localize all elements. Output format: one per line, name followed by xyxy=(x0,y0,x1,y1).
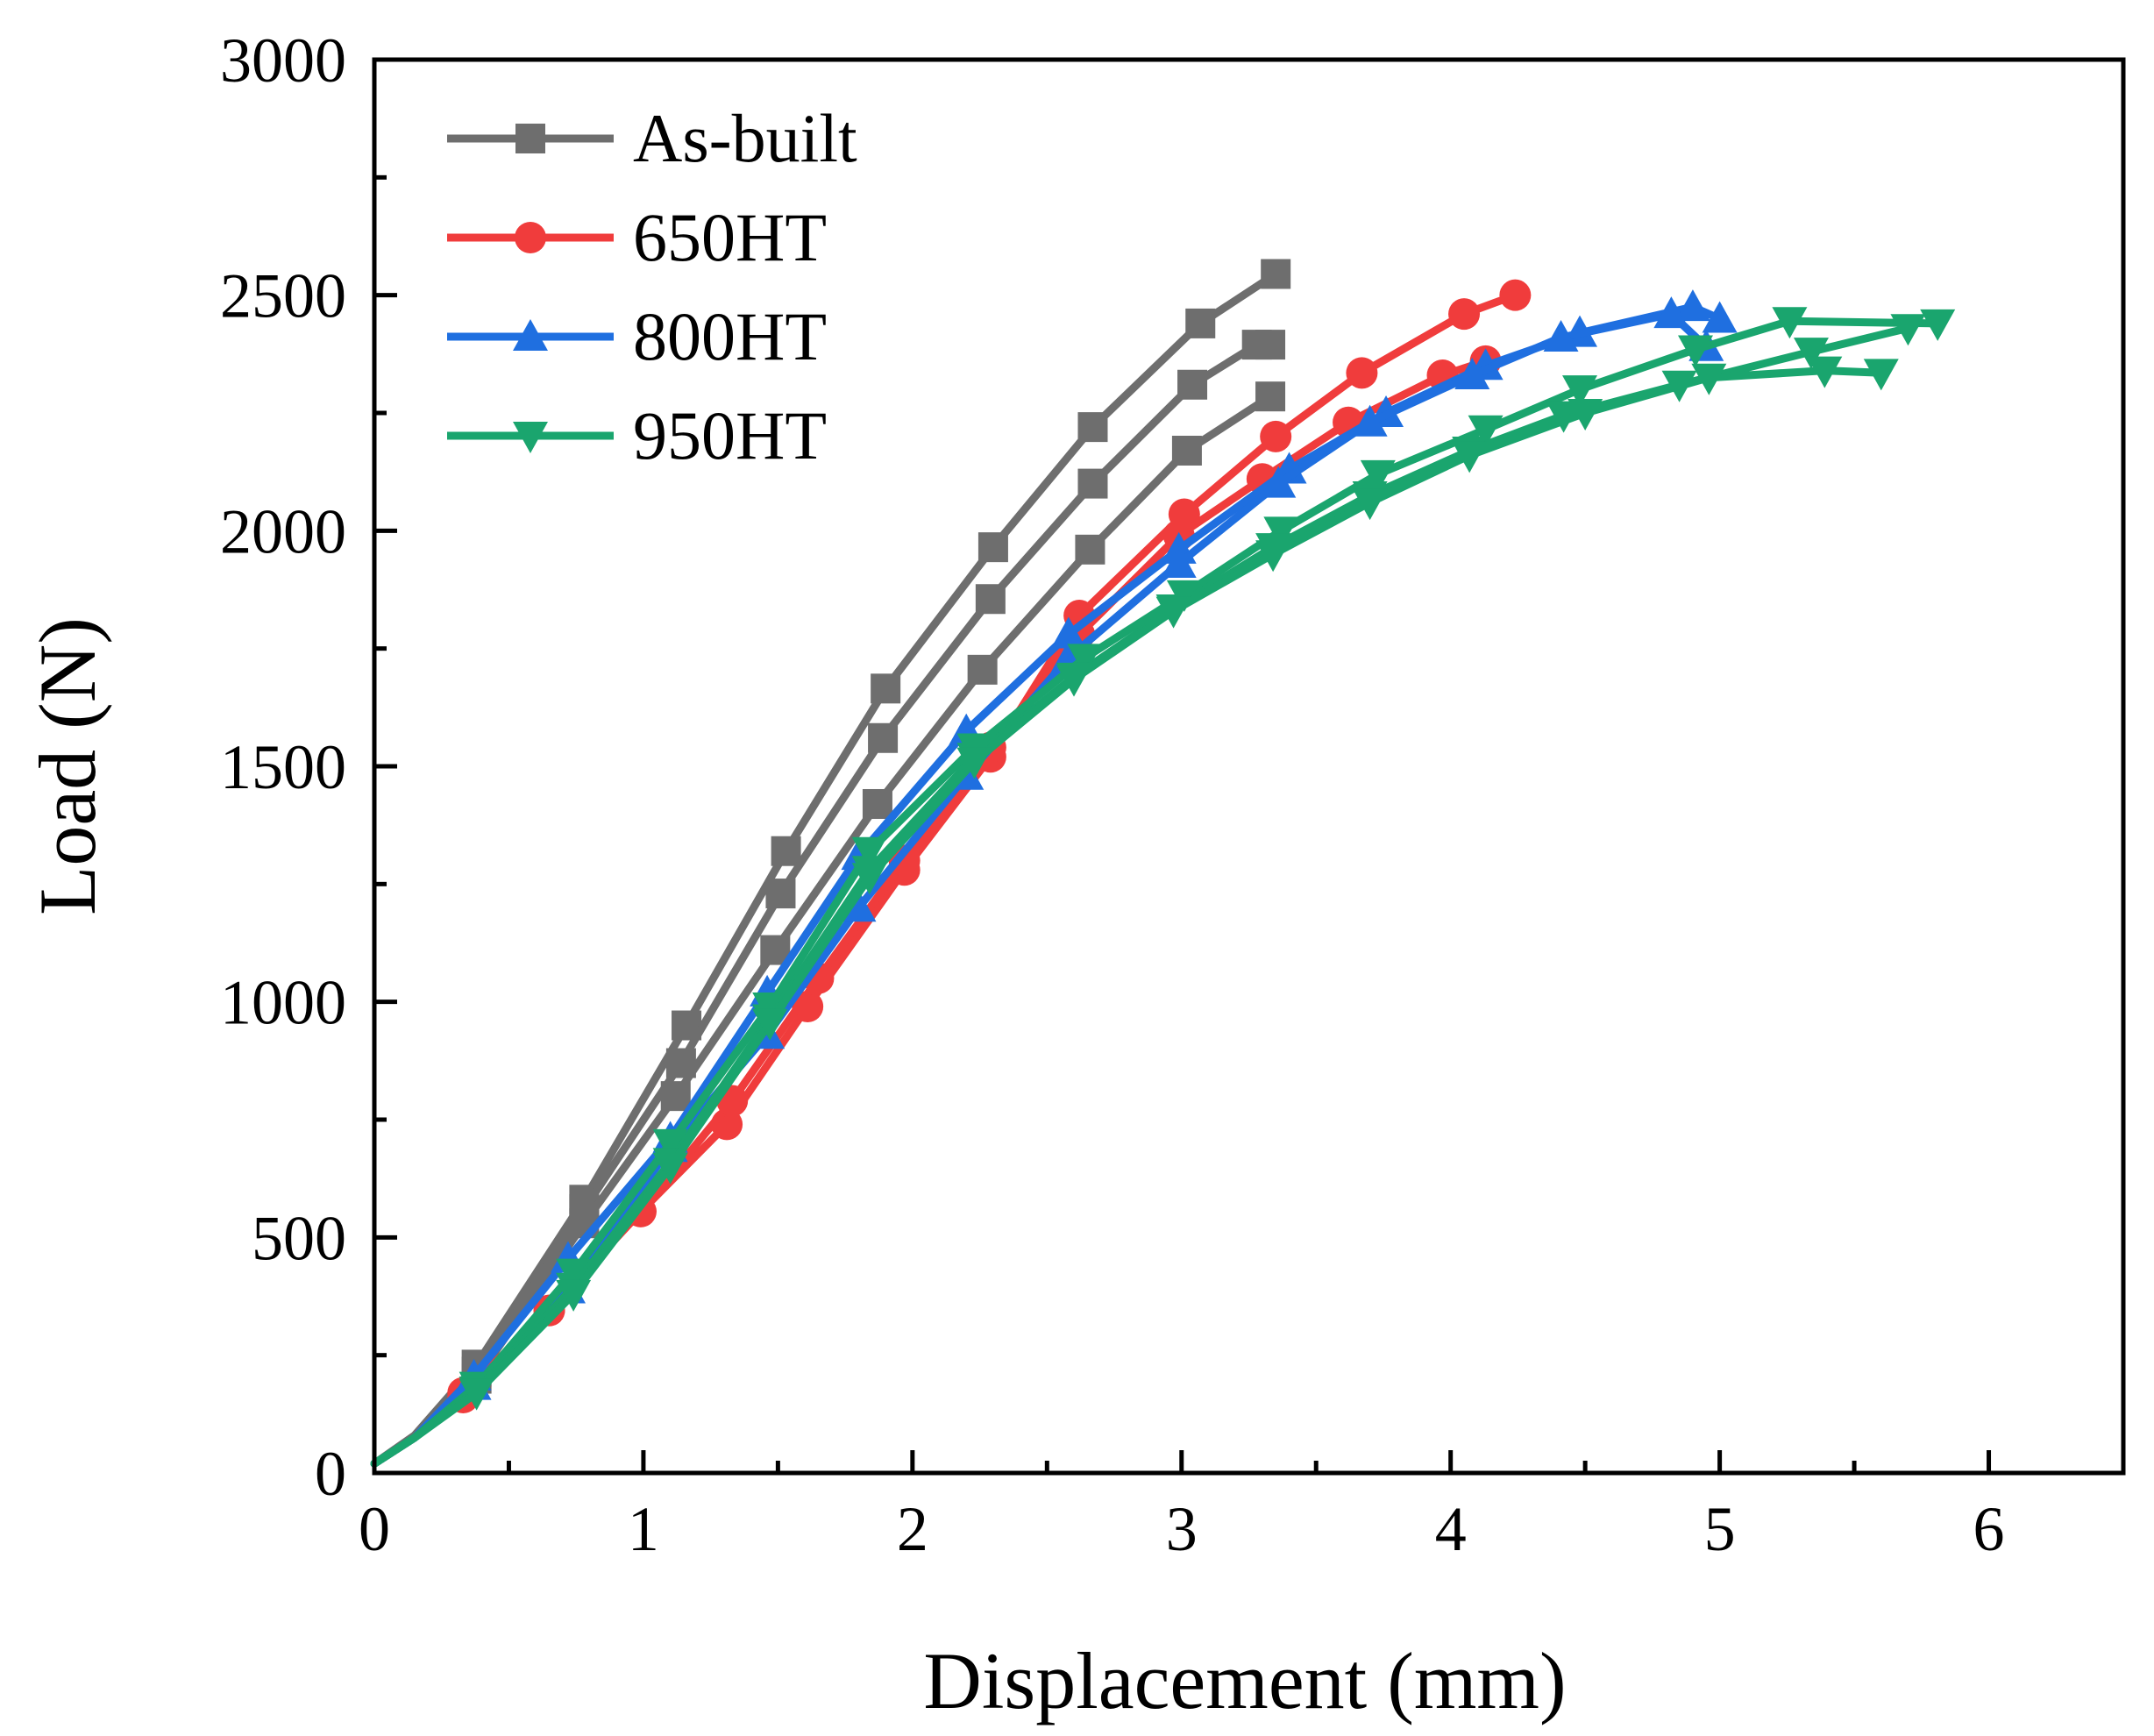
data-point xyxy=(1807,356,1843,388)
data-point xyxy=(1448,298,1481,331)
x-tick-label: 4 xyxy=(1435,1494,1467,1564)
data-point xyxy=(862,788,892,819)
y-axis-label: Load (N) xyxy=(23,617,112,915)
legend-item: 800HT xyxy=(447,298,827,374)
data-point xyxy=(1255,540,1291,573)
data-point xyxy=(1261,259,1291,289)
x-axis-tick-labels: 0 1 2 3 4 5 6 xyxy=(359,1494,2005,1564)
data-point xyxy=(975,584,1006,615)
data-point xyxy=(1702,301,1738,333)
data-point xyxy=(1177,369,1208,400)
data-point xyxy=(660,1081,691,1112)
data-point xyxy=(1255,381,1286,412)
y-tick-label: 500 xyxy=(252,1203,346,1273)
data-point xyxy=(1677,335,1713,367)
data-point xyxy=(1161,545,1197,578)
data-point xyxy=(1543,320,1579,352)
legend-label: 950HT xyxy=(633,397,827,473)
series-layer xyxy=(370,259,1956,1468)
data-point xyxy=(868,722,899,753)
data-point xyxy=(956,747,992,779)
data-point xyxy=(652,1128,688,1161)
legend-label: As-built xyxy=(633,100,857,176)
data-point xyxy=(1863,359,1899,391)
legend-marker xyxy=(515,222,546,253)
data-point xyxy=(977,532,1008,563)
data-point xyxy=(752,1008,788,1041)
y-axis-ticks xyxy=(374,57,397,1476)
legend-item: 950HT xyxy=(447,397,827,473)
data-point xyxy=(1185,308,1216,338)
y-tick-label: 1500 xyxy=(220,732,346,802)
data-point xyxy=(765,879,796,909)
data-point xyxy=(1260,420,1292,452)
data-point xyxy=(1499,279,1532,311)
x-axis-ticks xyxy=(372,1450,1992,1473)
data-point xyxy=(1772,307,1808,339)
data-point xyxy=(1920,309,1956,341)
data-point xyxy=(1674,289,1710,322)
x-tick-label: 5 xyxy=(1704,1494,1736,1564)
series-950ht xyxy=(370,307,1956,1468)
data-point xyxy=(1468,415,1504,447)
data-point xyxy=(1155,596,1191,629)
data-point xyxy=(1793,338,1829,370)
x-tick-label: 6 xyxy=(1973,1494,2005,1564)
data-point xyxy=(1691,363,1727,395)
data-point xyxy=(1653,296,1689,329)
data-point xyxy=(459,1378,494,1411)
data-point xyxy=(1255,330,1286,360)
data-point xyxy=(1067,644,1103,676)
y-tick-label: 0 xyxy=(315,1439,346,1509)
data-point xyxy=(1452,441,1488,473)
data-point xyxy=(1077,412,1108,443)
data-point xyxy=(1050,616,1086,649)
data-point xyxy=(1890,314,1926,346)
legend-label: 650HT xyxy=(633,199,827,275)
data-point xyxy=(771,836,801,866)
legend-marker xyxy=(513,422,548,453)
y-tick-label: 2000 xyxy=(220,496,346,566)
data-point xyxy=(1568,399,1603,430)
y-tick-label: 1000 xyxy=(220,968,346,1038)
legend: As-built 650HT 800HT 950HT xyxy=(447,100,857,473)
y-tick-label: 2500 xyxy=(220,261,346,331)
x-tick-label: 3 xyxy=(1166,1494,1198,1564)
legend-item: 650HT xyxy=(447,199,827,275)
data-point xyxy=(1454,358,1490,390)
data-point xyxy=(556,1279,592,1312)
legend-label: 800HT xyxy=(633,298,827,374)
data-point xyxy=(1352,488,1388,521)
data-point xyxy=(851,836,887,869)
data-point xyxy=(1263,516,1299,549)
data-point xyxy=(1562,375,1598,408)
data-point xyxy=(1056,665,1091,697)
y-axis-tick-labels: 0 500 1000 1500 2000 2500 3000 xyxy=(220,25,346,1509)
x-tick-label: 0 xyxy=(359,1494,390,1564)
data-point xyxy=(1075,534,1105,565)
data-point xyxy=(652,1152,688,1185)
data-point xyxy=(1352,404,1388,437)
data-point xyxy=(967,654,998,685)
x-axis-label: Displacement (mm) xyxy=(923,1636,1566,1725)
x-tick-label: 1 xyxy=(628,1494,659,1564)
y-tick-label: 3000 xyxy=(220,25,346,96)
legend-marker xyxy=(515,124,545,153)
data-point xyxy=(871,673,901,704)
legend-item: As-built xyxy=(447,100,857,176)
data-point xyxy=(1261,466,1297,498)
data-point xyxy=(1346,357,1378,389)
data-point xyxy=(1360,459,1396,492)
legend-marker xyxy=(513,319,548,351)
x-tick-label: 2 xyxy=(897,1494,928,1564)
data-point xyxy=(851,863,887,895)
data-point xyxy=(1077,468,1108,499)
data-point xyxy=(1171,435,1202,466)
data-point xyxy=(841,890,877,922)
